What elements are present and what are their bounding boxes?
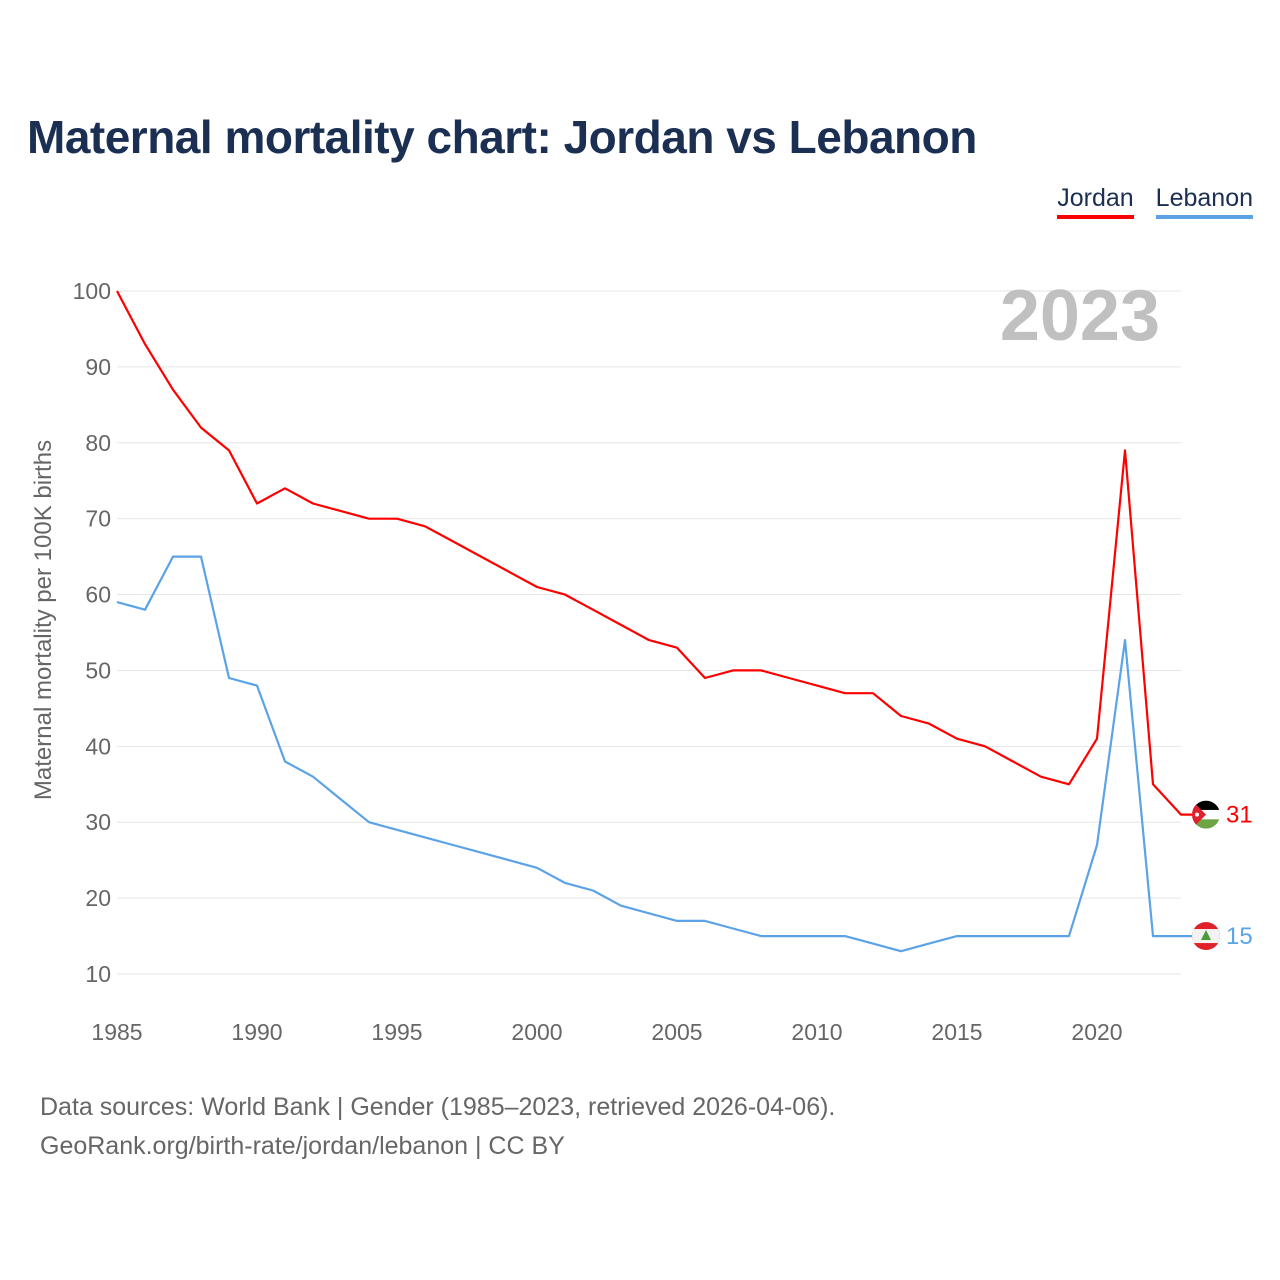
legend: Jordan Lebanon (1057, 184, 1253, 219)
footer: Data sources: World Bank | Gender (1985–… (40, 1088, 835, 1166)
y-tick-label: 30 (85, 809, 111, 835)
y-tick-label: 80 (85, 430, 111, 456)
y-tick-label: 70 (85, 506, 111, 532)
end-value-label-lebanon: 15 (1226, 923, 1253, 950)
y-tick-label: 20 (85, 885, 111, 911)
y-tick-label: 50 (85, 657, 111, 683)
y-tick-label: 10 (85, 961, 111, 987)
x-tick-label: 2015 (931, 1019, 982, 1045)
footer-sources: Data sources: World Bank | Gender (1985–… (40, 1093, 836, 1121)
legend-lebanon[interactable]: Lebanon (1155, 184, 1253, 219)
y-tick-label: 100 (73, 278, 111, 304)
y-axis-label: Maternal mortality per 100K births (30, 440, 57, 800)
flag-cedar (1201, 930, 1211, 941)
x-tick-label: 2020 (1071, 1019, 1122, 1045)
jordan-flag-icon (1192, 800, 1220, 829)
x-tick-label: 1985 (91, 1019, 142, 1045)
flag-stripe (1192, 800, 1220, 811)
x-tick-label: 2000 (511, 1019, 562, 1045)
end-value-label-jordan: 31 (1226, 802, 1253, 829)
year-label: 2023 (1000, 276, 1160, 356)
x-tick-label: 2010 (791, 1019, 842, 1045)
x-tick-label: 2005 (651, 1019, 702, 1045)
y-tick-label: 40 (85, 733, 111, 759)
series-line-lebanon (116, 555, 1195, 953)
flag-stripe (1192, 819, 1220, 829)
lebanon-flag-icon (1192, 922, 1220, 951)
legend-jordan[interactable]: Jordan (1057, 184, 1134, 219)
x-tick-label: 1995 (371, 1019, 422, 1045)
series-line-jordan (116, 290, 1195, 816)
x-tick-label: 1990 (231, 1019, 282, 1045)
y-tick-label: 90 (85, 354, 111, 380)
y-tick-label: 60 (85, 582, 111, 608)
flag-star (1195, 812, 1199, 817)
chart-title: Maternal mortality chart: Jordan vs Leba… (27, 111, 977, 163)
footer-credit: GeoRank.org/birth-rate/jordan/lebanon | … (40, 1132, 565, 1160)
